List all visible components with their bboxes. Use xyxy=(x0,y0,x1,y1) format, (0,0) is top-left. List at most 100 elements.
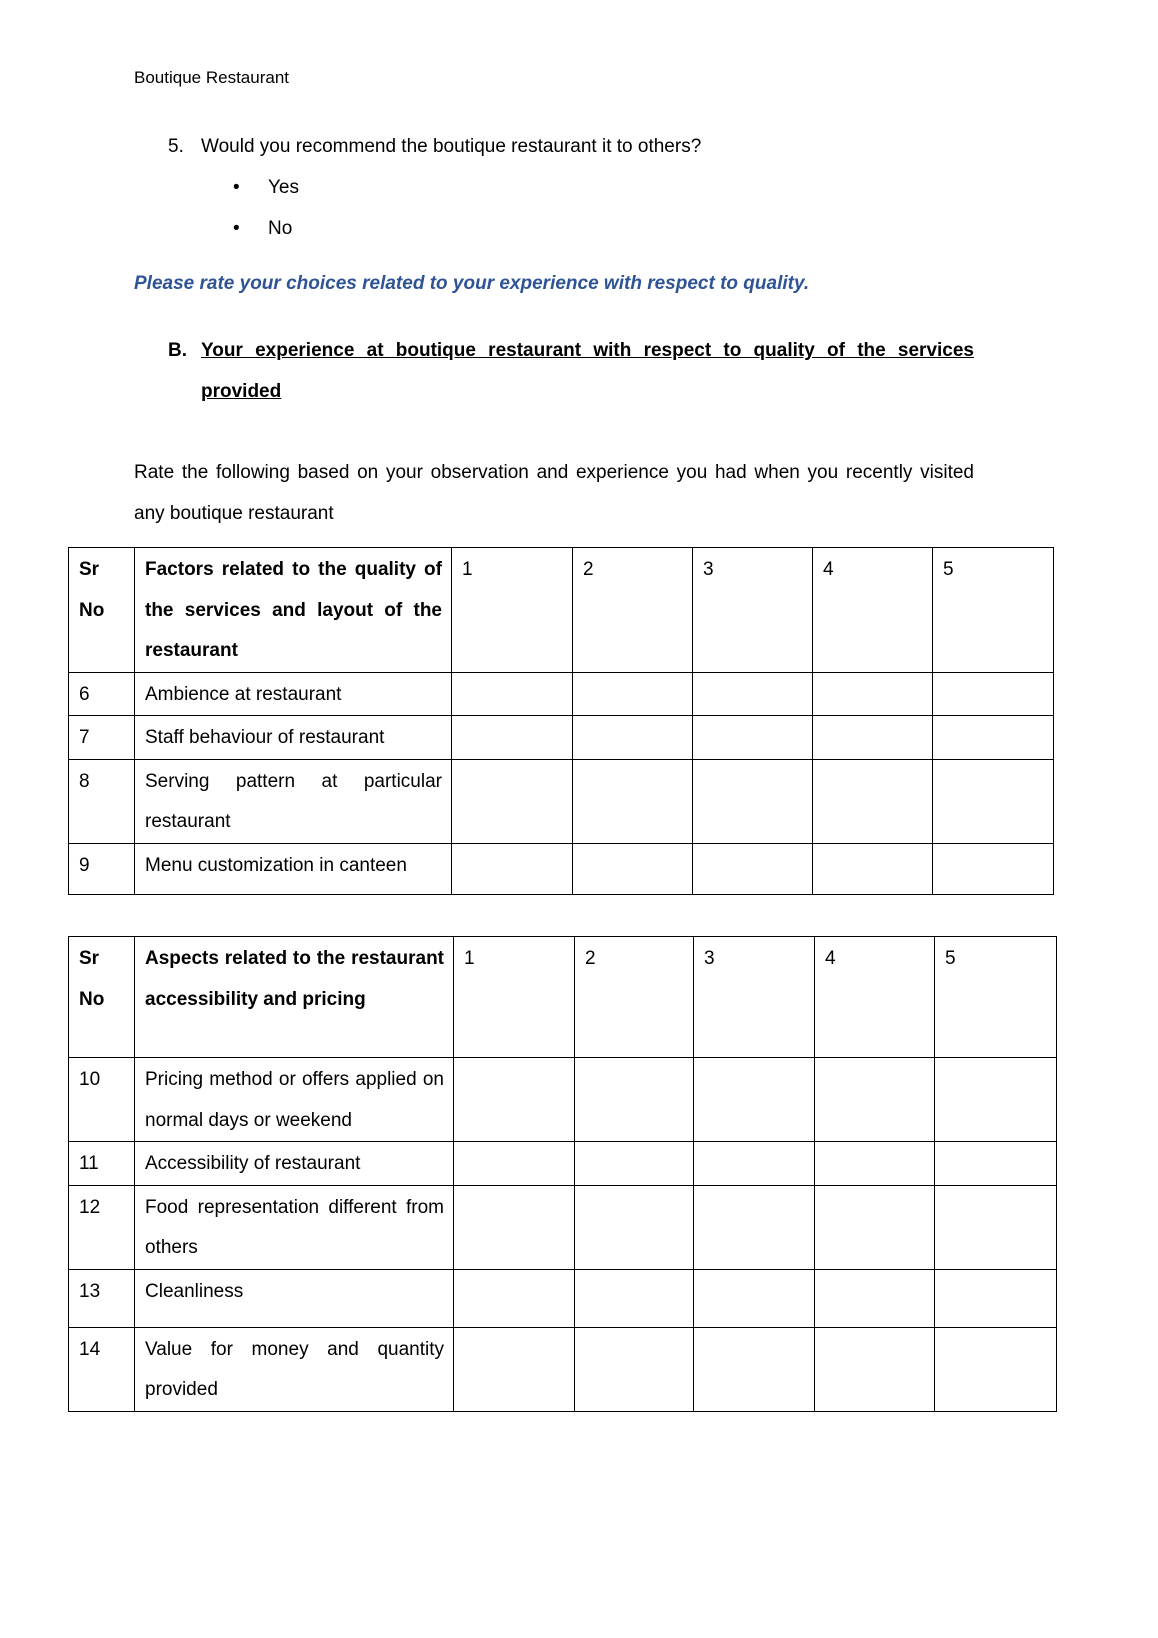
factor-cell: Staff behaviour of restaurant xyxy=(134,715,452,760)
option-yes: • Yes xyxy=(233,177,299,199)
rating-cell-3[interactable] xyxy=(692,715,813,760)
rating-cell-5[interactable] xyxy=(934,1268,1057,1328)
header-rating-5: 5 xyxy=(934,936,1057,1058)
rating-cell-4[interactable] xyxy=(814,1268,935,1328)
rating-cell-1[interactable] xyxy=(453,1268,575,1328)
rating-cell-3[interactable] xyxy=(692,758,813,844)
header-rating-1: 1 xyxy=(451,547,573,673)
table-row: 13 Cleanliness xyxy=(68,1268,1057,1328)
rating-cell-3[interactable] xyxy=(693,1057,815,1142)
rating-cell-4[interactable] xyxy=(814,1326,935,1412)
header-sr-no: Sr No xyxy=(68,547,135,673)
rating-cell-3[interactable] xyxy=(693,1184,815,1270)
rating-cell-4[interactable] xyxy=(814,1184,935,1270)
header-row: Sr No Aspects related to the restaurant a… xyxy=(68,936,1057,1058)
table-row: 12 Food representation different from oth… xyxy=(68,1184,1057,1270)
table-row: 6 Ambience at restaurant xyxy=(68,671,1054,716)
rating-cell-2[interactable] xyxy=(572,842,693,895)
rating-cell-2[interactable] xyxy=(574,1326,694,1412)
rating-cell-1[interactable] xyxy=(451,842,573,895)
header-rating-2: 2 xyxy=(572,547,693,673)
sr-no-cell: 11 xyxy=(68,1141,135,1186)
rating-cell-5[interactable] xyxy=(934,1141,1057,1186)
rating-cell-5[interactable] xyxy=(934,1184,1057,1270)
rating-cell-3[interactable] xyxy=(693,1268,815,1328)
table-row: 11 Accessibility of restaurant xyxy=(68,1141,1057,1186)
intro-paragraph: Rate the following based on your observa… xyxy=(134,462,974,524)
factor-cell: Ambience at restaurant xyxy=(134,671,452,716)
header-sr-no: Sr No xyxy=(68,936,135,1058)
sr-no-cell: 9 xyxy=(68,842,135,895)
rating-cell-3[interactable] xyxy=(692,842,813,895)
sr-no-cell: 12 xyxy=(68,1184,135,1270)
rating-cell-1[interactable] xyxy=(451,671,573,716)
header-rating-1: 1 xyxy=(453,936,575,1058)
rating-cell-1[interactable] xyxy=(453,1141,575,1186)
header-rating-2: 2 xyxy=(574,936,694,1058)
section-title: Your experience at boutique restaurant w… xyxy=(201,340,974,402)
header-rating-4: 4 xyxy=(814,936,935,1058)
rating-cell-2[interactable] xyxy=(574,1184,694,1270)
factor-cell: Cleanliness xyxy=(134,1268,454,1328)
rating-cell-5[interactable] xyxy=(932,758,1054,844)
rating-cell-1[interactable] xyxy=(453,1326,575,1412)
sr-no-cell: 7 xyxy=(68,715,135,760)
question-text: Would you recommend the boutique restaur… xyxy=(201,136,702,157)
question-5: 5. Would you recommend the boutique resta… xyxy=(168,136,701,158)
sr-no-cell: 8 xyxy=(68,758,135,844)
question-number: 5. xyxy=(168,136,184,157)
sr-no-cell: 13 xyxy=(68,1268,135,1328)
accessibility-rating-table: Sr No Aspects related to the restaurant a… xyxy=(68,936,1057,1412)
factor-cell: Food representation different from other… xyxy=(134,1184,454,1270)
header-rating-3: 3 xyxy=(692,547,813,673)
rating-cell-1[interactable] xyxy=(453,1057,575,1142)
rating-cell-4[interactable] xyxy=(812,715,933,760)
factor-cell: Pricing method or offers applied on norm… xyxy=(134,1057,454,1142)
section-label: B. xyxy=(168,340,187,361)
option-label: No xyxy=(268,218,293,239)
instruction-text: Please rate your choices related to your… xyxy=(134,273,810,294)
sr-no-cell: 10 xyxy=(68,1057,135,1142)
rating-cell-2[interactable] xyxy=(574,1268,694,1328)
rating-cell-1[interactable] xyxy=(451,715,573,760)
rating-cell-5[interactable] xyxy=(932,715,1054,760)
factor-cell: Accessibility of restaurant xyxy=(134,1141,454,1186)
rating-cell-4[interactable] xyxy=(814,1057,935,1142)
rating-cell-5[interactable] xyxy=(934,1326,1057,1412)
table-row: 10 Pricing method or offers applied on no… xyxy=(68,1057,1057,1142)
rating-cell-4[interactable] xyxy=(812,671,933,716)
table-row: 8 Serving pattern at particular restauran… xyxy=(68,758,1054,844)
option-label: Yes xyxy=(268,177,299,198)
rating-cell-5[interactable] xyxy=(932,842,1054,895)
factor-cell: Serving pattern at particular restaurant xyxy=(134,758,452,844)
rating-cell-4[interactable] xyxy=(812,758,933,844)
header-factor: Factors related to the quality of the se… xyxy=(134,547,452,673)
rating-cell-2[interactable] xyxy=(574,1141,694,1186)
rating-cell-2[interactable] xyxy=(572,715,693,760)
quality-rating-table: Sr No Factors related to the quality of t… xyxy=(68,547,1054,895)
rating-cell-5[interactable] xyxy=(934,1057,1057,1142)
table-row: 9 Menu customization in canteen xyxy=(68,842,1054,895)
bullet-icon: • xyxy=(233,218,240,239)
header-rating-4: 4 xyxy=(812,547,933,673)
bullet-icon: • xyxy=(233,177,240,198)
sr-no-cell: 14 xyxy=(68,1326,135,1412)
rating-cell-2[interactable] xyxy=(574,1057,694,1142)
rating-cell-2[interactable] xyxy=(572,758,693,844)
header-row: Sr No Factors related to the quality of t… xyxy=(68,547,1054,673)
factor-cell: Menu customization in canteen xyxy=(134,842,452,895)
page-header: Boutique Restaurant xyxy=(134,68,289,87)
rating-cell-4[interactable] xyxy=(814,1141,935,1186)
rating-cell-2[interactable] xyxy=(572,671,693,716)
rating-cell-5[interactable] xyxy=(932,671,1054,716)
section-heading: B. Your experience at boutique restauran… xyxy=(168,330,974,412)
rating-cell-1[interactable] xyxy=(453,1184,575,1270)
sr-no-cell: 6 xyxy=(68,671,135,716)
rating-cell-1[interactable] xyxy=(451,758,573,844)
rating-cell-3[interactable] xyxy=(693,1326,815,1412)
rating-cell-3[interactable] xyxy=(693,1141,815,1186)
rating-cell-4[interactable] xyxy=(812,842,933,895)
table-row: 14 Value for money and quantity provided xyxy=(68,1326,1057,1412)
rating-cell-3[interactable] xyxy=(692,671,813,716)
header-rating-5: 5 xyxy=(932,547,1054,673)
